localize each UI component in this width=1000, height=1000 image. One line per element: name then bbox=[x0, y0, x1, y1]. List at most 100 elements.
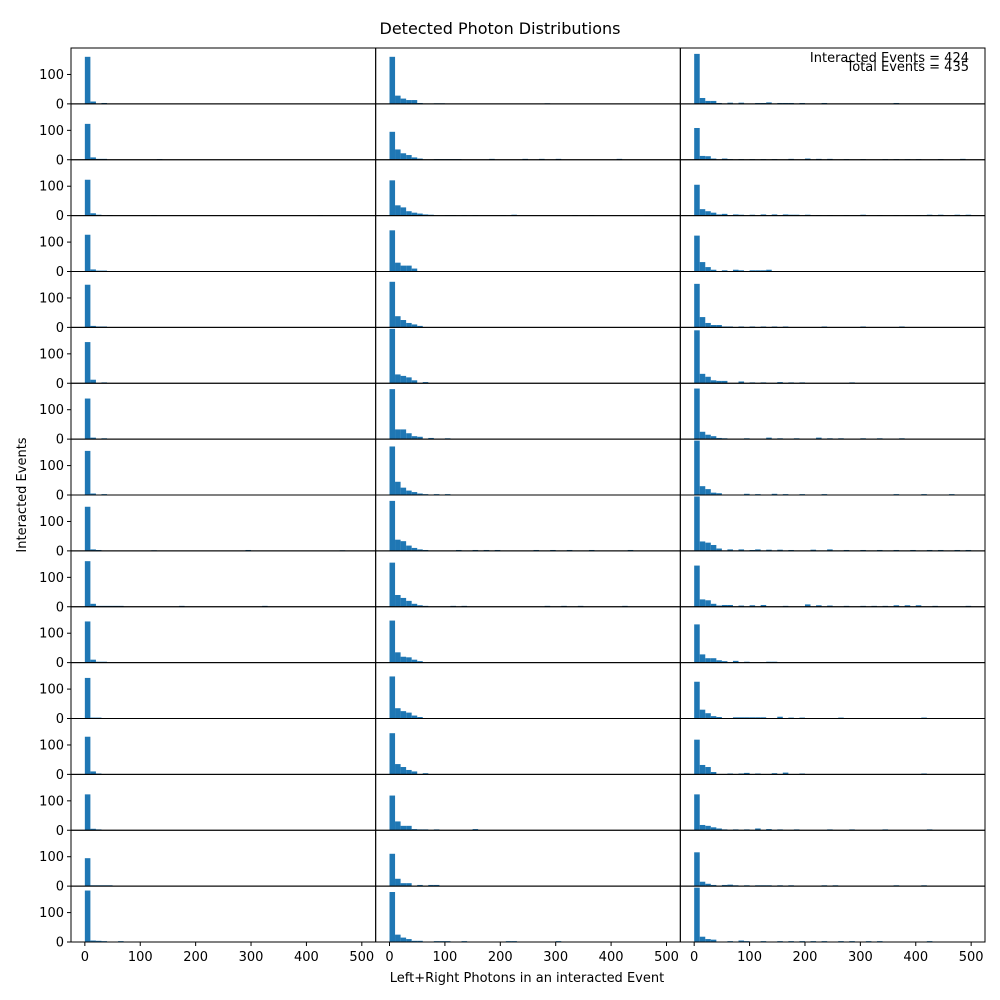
bar bbox=[400, 487, 407, 495]
bar bbox=[400, 375, 407, 384]
subplot-r4-c2 bbox=[375, 215, 681, 272]
bar bbox=[705, 434, 711, 440]
bar bbox=[732, 660, 739, 663]
subplot-frame bbox=[70, 326, 377, 384]
x-tick-label: 200 bbox=[793, 950, 818, 965]
y-tick-label: 100 bbox=[39, 571, 64, 586]
bar bbox=[90, 828, 96, 831]
subplot-frame bbox=[375, 494, 681, 552]
subplot-r14-c3 bbox=[679, 773, 986, 831]
subplot-r9-c3 bbox=[679, 494, 986, 552]
y-tick-label: 0 bbox=[56, 377, 64, 392]
bar bbox=[721, 213, 728, 216]
bar bbox=[411, 492, 418, 495]
bar bbox=[395, 821, 401, 831]
bar bbox=[472, 829, 479, 831]
bar bbox=[422, 382, 429, 384]
bar bbox=[90, 269, 96, 272]
bar bbox=[710, 100, 717, 104]
bar bbox=[699, 317, 706, 328]
subplot-r9-c2 bbox=[375, 494, 681, 552]
bar bbox=[406, 322, 412, 328]
bar bbox=[749, 605, 756, 607]
y-tick-label: 100 bbox=[39, 68, 64, 83]
bar bbox=[827, 605, 833, 607]
subplot-r4-c3 bbox=[679, 215, 986, 272]
bar bbox=[417, 605, 423, 607]
histogram-grid: 0 100 0 100 0 100 0 100 0 100 0 100 0 100 0 100 0 100 0 100… bbox=[39, 47, 986, 951]
y-tick-label: 100 bbox=[39, 515, 64, 530]
bar bbox=[395, 652, 401, 663]
subplot-frame bbox=[375, 662, 681, 719]
bar bbox=[771, 773, 778, 775]
bar bbox=[90, 213, 96, 216]
subplot-frame bbox=[70, 718, 377, 775]
subplot-frame bbox=[70, 494, 377, 552]
bar bbox=[699, 209, 706, 216]
subplot-frame bbox=[70, 438, 377, 496]
y-tick-label: 0 bbox=[56, 153, 64, 168]
bar bbox=[694, 127, 700, 160]
bar bbox=[716, 493, 722, 495]
bar bbox=[694, 794, 700, 831]
bar bbox=[417, 549, 423, 551]
bar bbox=[389, 328, 396, 384]
bar bbox=[804, 158, 811, 160]
bar bbox=[705, 825, 711, 831]
bar bbox=[90, 325, 96, 328]
bar bbox=[411, 940, 418, 942]
subplot-r5-c1: 0 100 bbox=[39, 271, 377, 336]
bar bbox=[389, 446, 396, 495]
y-tick-label: 100 bbox=[39, 683, 64, 698]
bar bbox=[411, 829, 418, 831]
bar bbox=[417, 213, 423, 216]
bar bbox=[766, 829, 772, 831]
x-tick-label: 0 bbox=[81, 950, 89, 965]
bar bbox=[699, 936, 706, 942]
subplot-r8-c2 bbox=[375, 438, 681, 496]
bar bbox=[710, 212, 717, 216]
bar bbox=[84, 179, 91, 216]
bar bbox=[699, 486, 706, 495]
bar bbox=[710, 492, 717, 495]
bar bbox=[395, 205, 401, 216]
bar bbox=[84, 677, 91, 719]
bar bbox=[389, 853, 396, 887]
bar bbox=[400, 883, 407, 887]
bar bbox=[705, 713, 711, 719]
bar bbox=[389, 892, 396, 942]
bar bbox=[721, 604, 728, 607]
bar bbox=[411, 157, 418, 160]
bar bbox=[915, 605, 922, 607]
bar bbox=[406, 825, 412, 831]
subplot-frame bbox=[70, 103, 377, 161]
bar bbox=[738, 381, 745, 384]
bar bbox=[694, 624, 700, 663]
bar bbox=[705, 883, 711, 887]
bar bbox=[804, 604, 811, 607]
subplot-r12-c3 bbox=[679, 662, 986, 719]
bar bbox=[90, 157, 96, 160]
subplot-r6-c3 bbox=[679, 326, 986, 384]
bar bbox=[710, 269, 717, 272]
bar bbox=[694, 496, 700, 551]
bar bbox=[699, 155, 706, 160]
bar bbox=[84, 621, 91, 663]
bar bbox=[699, 431, 706, 440]
subplot-r3-c1: 0 100 bbox=[39, 159, 377, 224]
subplot-r12-c1: 0 100 bbox=[39, 662, 377, 727]
bar bbox=[710, 772, 717, 775]
y-axis-label: Interacted Events bbox=[15, 437, 30, 552]
subplot-r16-c2 bbox=[375, 885, 681, 943]
subplot-frame bbox=[70, 662, 377, 719]
bar bbox=[406, 657, 412, 663]
bar bbox=[400, 98, 407, 104]
y-tick-label: 100 bbox=[39, 124, 64, 139]
x-tick-label: 300 bbox=[848, 950, 873, 965]
bar bbox=[699, 599, 706, 607]
subplot-frame bbox=[375, 885, 681, 943]
bar bbox=[694, 235, 700, 272]
bar bbox=[90, 437, 96, 440]
bar bbox=[406, 490, 412, 495]
bar bbox=[699, 541, 706, 551]
